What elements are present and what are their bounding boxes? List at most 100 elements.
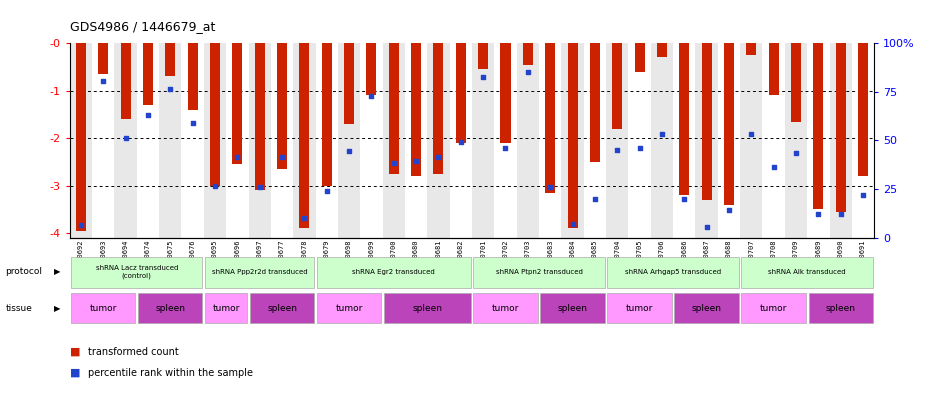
Bar [740, 43, 763, 238]
Bar [696, 43, 718, 238]
Text: protocol: protocol [6, 268, 43, 276]
Bar [232, 43, 243, 164]
Point [655, 131, 670, 138]
Point [453, 139, 468, 145]
Point [118, 135, 133, 141]
Bar [338, 43, 360, 238]
Text: spleen: spleen [826, 304, 856, 312]
Bar [366, 43, 377, 95]
Bar [746, 43, 756, 55]
Text: ■: ■ [70, 347, 80, 357]
Bar [317, 293, 381, 323]
Bar [807, 43, 830, 238]
Bar [495, 43, 517, 238]
Bar [255, 43, 265, 190]
Bar [473, 293, 538, 323]
Point [476, 74, 491, 81]
Bar [405, 43, 427, 238]
Text: spleen: spleen [557, 304, 588, 312]
Bar [226, 43, 248, 238]
Bar [271, 43, 293, 238]
Point [856, 192, 870, 198]
Point [386, 160, 401, 166]
Bar [500, 43, 511, 143]
Point [543, 184, 558, 191]
Bar [607, 293, 671, 323]
Bar [808, 293, 873, 323]
Bar [562, 43, 584, 238]
Text: shRNA Egr2 transduced: shRNA Egr2 transduced [352, 269, 435, 275]
Bar [539, 43, 562, 238]
Point [431, 154, 445, 160]
Bar [204, 43, 226, 238]
Point [230, 154, 245, 160]
Point [744, 131, 759, 138]
Text: ▶: ▶ [54, 304, 60, 312]
Bar [763, 43, 785, 238]
Text: tumor: tumor [212, 304, 240, 312]
Bar [317, 257, 471, 288]
Text: tumor: tumor [760, 304, 788, 312]
Bar [344, 43, 354, 124]
Text: percentile rank within the sample: percentile rank within the sample [88, 368, 253, 378]
Point [274, 154, 289, 160]
Bar [634, 43, 644, 72]
Point [811, 211, 826, 217]
Bar [166, 43, 176, 77]
Bar [517, 43, 539, 238]
Bar [71, 257, 203, 288]
Bar [299, 43, 310, 228]
Bar [250, 293, 314, 323]
Point [163, 86, 178, 92]
Bar [70, 43, 92, 238]
Text: tumor: tumor [626, 304, 653, 312]
Point [319, 188, 334, 195]
Text: shRNA Arhgap5 transduced: shRNA Arhgap5 transduced [625, 269, 721, 275]
Bar [384, 293, 471, 323]
Point [140, 112, 155, 119]
Bar [657, 43, 667, 57]
Bar [523, 43, 533, 64]
Bar [584, 43, 606, 238]
Bar [606, 43, 629, 238]
Bar [114, 43, 137, 238]
Point [722, 207, 737, 213]
Bar [99, 43, 108, 74]
Bar [206, 257, 314, 288]
Bar [382, 43, 405, 238]
Bar [651, 43, 673, 238]
Bar [210, 43, 220, 185]
Bar [768, 43, 778, 95]
Bar [293, 43, 315, 238]
Point [185, 120, 200, 126]
Bar [473, 257, 604, 288]
Text: tissue: tissue [6, 304, 33, 312]
Text: shRNA Ptpn2 transduced: shRNA Ptpn2 transduced [496, 269, 582, 275]
Bar [674, 293, 738, 323]
Bar [852, 43, 874, 238]
Bar [92, 43, 114, 238]
Bar [188, 43, 198, 110]
Bar [456, 43, 466, 143]
Point [632, 145, 647, 151]
Bar [814, 43, 823, 209]
Point [699, 224, 714, 230]
Text: spleen: spleen [155, 304, 185, 312]
Point [610, 146, 625, 152]
Bar [71, 293, 136, 323]
Bar [159, 43, 181, 238]
Bar [322, 43, 332, 185]
Text: shRNA Alk transduced: shRNA Alk transduced [768, 269, 846, 275]
Bar [612, 43, 622, 129]
Text: spleen: spleen [267, 304, 297, 312]
Text: ▶: ▶ [54, 268, 60, 276]
Bar [181, 43, 204, 238]
Bar [137, 43, 159, 238]
Point [96, 78, 111, 84]
Bar [143, 43, 153, 105]
Bar [673, 43, 696, 238]
Point [297, 215, 312, 221]
Point [73, 222, 88, 229]
Point [588, 196, 603, 202]
Bar [607, 257, 738, 288]
